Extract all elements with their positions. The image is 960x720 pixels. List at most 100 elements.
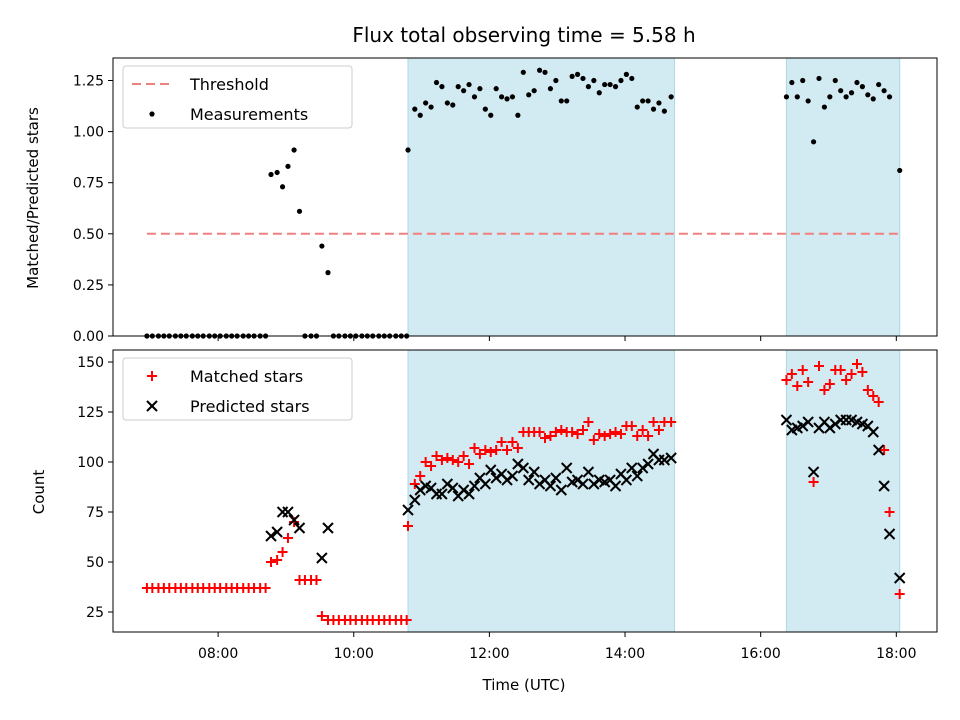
matched-star-marker xyxy=(632,431,643,441)
measurement-point xyxy=(805,98,811,104)
legend-entry-label: Threshold xyxy=(189,75,269,94)
bottom-axes-frame xyxy=(112,349,938,633)
matched-star-marker xyxy=(583,417,594,427)
predicted-star-d2 xyxy=(856,418,869,430)
measurement-point xyxy=(536,67,543,73)
measurement-point xyxy=(569,73,575,79)
predicted-star-d2 xyxy=(631,470,643,482)
measurement-point xyxy=(542,69,548,75)
predicted-star-d2 xyxy=(658,454,671,466)
top-y-tick-label: 0.25 xyxy=(73,278,104,294)
bottom-y-tick-label: 25 xyxy=(86,605,104,621)
matched-star-marker xyxy=(857,367,868,377)
matched-star-marker xyxy=(879,445,890,455)
predicted-star-d2 xyxy=(441,478,454,490)
matched-star-marker xyxy=(803,377,814,387)
measurement-point xyxy=(515,112,521,118)
matched-star-marker xyxy=(572,429,583,439)
matched-star-marker xyxy=(401,615,412,625)
matched-star-marker xyxy=(808,477,819,487)
bottom-observing-span-1 xyxy=(407,349,676,633)
measurement-point xyxy=(612,84,619,90)
measurement-point xyxy=(553,77,559,84)
x-tick-label: 08:00 xyxy=(198,646,238,662)
matched-star-marker xyxy=(851,359,862,369)
measurement-point xyxy=(650,106,657,112)
predicted-star-d2 xyxy=(642,458,654,470)
measurement-point xyxy=(493,86,499,92)
measurement-point xyxy=(596,90,602,96)
matched-star-marker xyxy=(485,447,496,457)
predicted-star-d2 xyxy=(539,474,551,486)
predicted-star-d2 xyxy=(802,416,814,428)
measurement-point xyxy=(417,112,423,118)
matched-star-marker xyxy=(610,427,621,437)
predicted-star-marker xyxy=(485,464,497,476)
matched-star-marker xyxy=(797,365,808,375)
measurement-point xyxy=(629,75,635,82)
matched-star-marker xyxy=(496,437,507,447)
predicted-star-marker xyxy=(824,422,836,434)
matched-star-marker xyxy=(545,431,556,441)
chart-title: Flux total observing time = 5.58 h xyxy=(352,23,695,47)
bottom-y-axis-label: Count xyxy=(30,470,48,515)
matched-star-marker xyxy=(781,375,792,385)
predicted-star-marker xyxy=(802,416,814,428)
predicted-star-d2 xyxy=(867,426,879,438)
predicted-star-marker xyxy=(609,480,622,492)
measurement-point xyxy=(291,147,297,153)
predicted-star-d2 xyxy=(517,462,530,474)
x-tick-label: 14:00 xyxy=(605,646,645,662)
predicted-star-marker xyxy=(571,474,584,486)
matched-star-marker xyxy=(512,443,523,453)
measurement-point xyxy=(886,94,893,100)
predicted-star-d2 xyxy=(571,474,584,486)
predicted-star-d2 xyxy=(797,420,809,432)
measurement-point xyxy=(285,163,291,169)
matched-star-marker xyxy=(835,365,846,375)
measurement-point xyxy=(618,77,624,84)
measurement-point xyxy=(881,88,887,94)
predicted-star-d2 xyxy=(555,484,567,496)
predicted-star-d2 xyxy=(780,414,793,426)
predicted-star-marker xyxy=(288,514,300,526)
measurement-point xyxy=(558,98,564,104)
measurement-point xyxy=(444,100,450,106)
measurement-point xyxy=(832,77,838,84)
measurement-point xyxy=(461,88,467,94)
predicted-star-d2 xyxy=(457,484,470,496)
matched-star-marker xyxy=(277,547,288,557)
measurement-point xyxy=(783,94,790,100)
predicted-star-marker xyxy=(512,458,524,470)
predicted-star-d2 xyxy=(316,552,328,564)
matched-star-marker xyxy=(420,457,431,467)
predicted-star-marker xyxy=(506,470,519,482)
measurement-point xyxy=(816,75,822,82)
matched-star-marker xyxy=(458,451,469,461)
predicted-star-marker xyxy=(665,452,677,464)
predicted-star-marker xyxy=(293,522,306,534)
measurement-point xyxy=(607,81,613,88)
measurement-point xyxy=(325,270,331,276)
predicted-star-marker xyxy=(316,552,328,564)
bottom-y-tick-label: 125 xyxy=(77,405,104,421)
measurement-point xyxy=(789,79,795,86)
matched-star-marker xyxy=(567,427,578,437)
bottom-panel: 25 50 75 100 125 150 08:00 10:00 12:00 14:00 16:00… xyxy=(77,349,938,662)
legend-entry-label: Measurements xyxy=(190,105,308,124)
predicted-star-d2 xyxy=(604,474,616,486)
matched-star-marker xyxy=(550,427,561,437)
matched-star-marker xyxy=(626,421,637,431)
measurement-point xyxy=(800,77,806,84)
matched-star-marker xyxy=(786,369,797,379)
measurement-point xyxy=(859,84,865,90)
predicted-star-d2 xyxy=(528,466,540,478)
matched-star-marker xyxy=(464,459,475,469)
bottom-observing-span-2 xyxy=(785,349,901,633)
predicted-star-d2 xyxy=(495,468,508,480)
predicted-star-d2 xyxy=(419,480,432,492)
predicted-star-marker xyxy=(582,466,595,478)
predicted-star-d2 xyxy=(824,422,836,434)
matched-star-marker xyxy=(615,429,626,439)
measurement-point xyxy=(296,208,303,214)
